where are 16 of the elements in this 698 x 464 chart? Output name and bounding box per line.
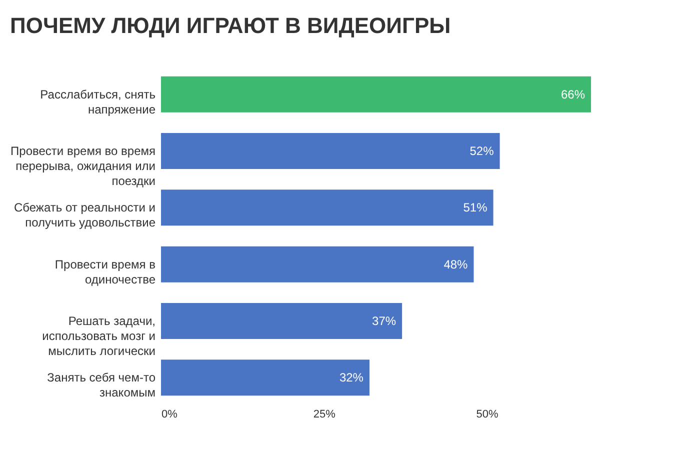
x-tick-label: 25% <box>313 408 336 420</box>
y-tick-label: Расслабиться, снять напряжение <box>40 87 156 116</box>
data-label: 32% <box>339 370 364 385</box>
data-label: 66% <box>560 87 586 102</box>
y-tick-label: Решать задачи, использовать мозг и мыслить логически <box>42 314 156 358</box>
y-tick-label: Занять себя чем-то знакомым <box>47 370 156 400</box>
y-tick-label: Провести время в одиночестве <box>54 257 156 286</box>
x-tick-label: 0% <box>162 408 178 420</box>
data-label: 48% <box>444 257 468 272</box>
chart-title: ПОЧЕМУ ЛЮДИ ИГРАЮТ В ВИДЕОИГРЫ <box>10 13 451 38</box>
y-tick-label: Провести время во время перерыва, ожидания или поездки <box>10 144 156 188</box>
data-label: 52% <box>470 144 494 158</box>
data-label: 37% <box>372 314 396 328</box>
x-tick-label: 50% <box>476 408 498 420</box>
y-tick-label: Сбежать от реальности и получить удовольствие <box>14 200 156 230</box>
data-label: 51% <box>463 200 488 215</box>
